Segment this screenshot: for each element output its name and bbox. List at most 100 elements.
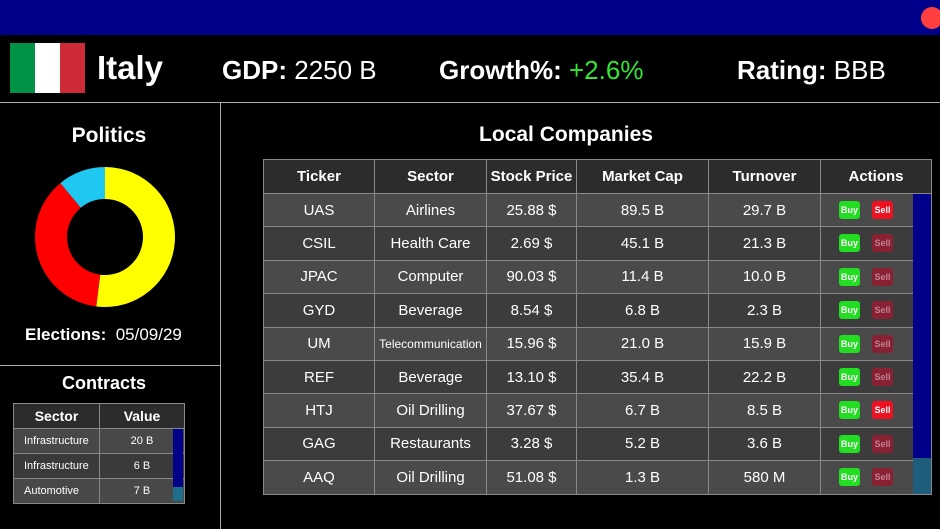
buy-button[interactable]: Buy <box>839 201 860 219</box>
table-cell: UAS <box>263 193 375 228</box>
growth-value: +2.6% <box>569 55 644 85</box>
table-cell: JPAC <box>263 259 375 295</box>
scrollbar-thumb[interactable] <box>913 458 931 494</box>
table-cell: 2.69 $ <box>486 226 577 261</box>
sell-button[interactable]: Sell <box>872 301 893 320</box>
table-cell: Computer <box>374 259 487 295</box>
sell-button[interactable]: Sell <box>872 234 893 253</box>
politics-title: Politics <box>71 124 147 147</box>
donut-slice <box>96 167 175 307</box>
table-cell: 45.1 B <box>576 226 709 261</box>
scrollbar[interactable] <box>913 194 931 494</box>
donut-slice <box>34 183 101 307</box>
table-cell: Telecommunication <box>374 326 487 361</box>
table-cell: 90.03 $ <box>486 259 577 295</box>
column-header: Sector <box>374 159 487 194</box>
sell-button[interactable]: Sell <box>872 267 893 286</box>
table-cell: 35.4 B <box>576 360 709 395</box>
column-header: Sector <box>13 403 100 429</box>
elections: Elections: 05/09/29 <box>25 325 182 345</box>
rating: Rating: BBB <box>737 55 886 86</box>
scrollbar[interactable] <box>173 429 183 501</box>
table-cell: 37.67 $ <box>486 393 577 428</box>
gdp: GDP: 2250 B <box>222 55 377 86</box>
table-cell: REF <box>263 360 375 395</box>
table-cell: 13.10 $ <box>486 360 577 395</box>
table-cell: Airlines <box>374 193 487 228</box>
column-header: Value <box>99 403 185 429</box>
table-cell: 6.7 B <box>576 393 709 428</box>
table-cell: Beverage <box>374 293 487 328</box>
sell-button[interactable]: Sell <box>872 368 893 386</box>
sell-button[interactable]: Sell <box>872 434 893 453</box>
table-cell: 8.5 B <box>708 393 821 428</box>
table-cell: 25.88 $ <box>486 193 577 228</box>
table-cell: 10.0 B <box>708 259 821 295</box>
table-cell: 22.2 B <box>708 360 821 395</box>
top-bar <box>0 0 940 35</box>
table-cell: Oil Drilling <box>374 460 487 495</box>
table-cell: 8.54 $ <box>486 293 577 328</box>
donut <box>34 167 175 307</box>
scrollbar-thumb[interactable] <box>173 487 183 501</box>
buy-button[interactable]: Buy <box>839 468 860 487</box>
table-cell: 2.3 B <box>708 293 821 328</box>
table-cell: AAQ <box>263 460 375 495</box>
divider <box>0 102 940 103</box>
country: Italy <box>97 49 164 86</box>
buy-button[interactable]: Buy <box>839 334 860 353</box>
column-header: Actions <box>820 159 932 194</box>
elections-date: 05/09/29 <box>115 325 182 344</box>
sell-button[interactable]: Sell <box>872 334 893 353</box>
table-cell: Restaurants <box>374 426 487 462</box>
column-header: Stock Price <box>486 159 577 194</box>
table-cell: 51.08 $ <box>486 460 577 495</box>
table-cell: Automotive <box>13 478 100 504</box>
divider <box>220 102 221 529</box>
sell-button[interactable]: Sell <box>872 468 893 487</box>
growth: Growth%: +2.6% <box>439 55 643 86</box>
table-cell: 21.3 B <box>708 226 821 261</box>
column-header: Market Cap <box>576 159 709 194</box>
table-cell: 1.3 B <box>576 460 709 495</box>
table-cell: 580 M <box>708 460 821 495</box>
divider <box>0 365 220 366</box>
column-header: Turnover <box>708 159 821 194</box>
buy-button[interactable]: Buy <box>839 368 860 386</box>
buy-button[interactable]: Buy <box>839 234 860 253</box>
gdp-label: GDP: <box>222 55 287 85</box>
table-cell: HTJ <box>263 393 375 428</box>
table-cell: Health Care <box>374 226 487 261</box>
table-cell: UM <box>263 326 375 361</box>
elections-label: Elections: <box>25 325 107 344</box>
buy-button[interactable]: Buy <box>839 301 860 320</box>
buy-button[interactable]: Buy <box>839 434 860 453</box>
companies-title: Local Companies <box>479 123 653 146</box>
contracts-title: Contracts <box>61 373 146 393</box>
table-cell: 7 B <box>99 478 185 504</box>
sell-button[interactable]: Sell <box>872 401 893 420</box>
sell-button[interactable]: Sell <box>872 201 893 219</box>
growth-label: Growth%: <box>439 55 562 85</box>
buy-button[interactable]: Buy <box>839 401 860 420</box>
gdp-value: 2250 B <box>294 55 377 85</box>
table-cell: 29.7 B <box>708 193 821 228</box>
table-cell: Oil Drilling <box>374 393 487 428</box>
table-cell: 3.6 B <box>708 426 821 462</box>
buy-button[interactable]: Buy <box>839 267 860 286</box>
table-cell: Infrastructure <box>13 453 100 479</box>
flag <box>10 43 85 93</box>
table-cell: 21.0 B <box>576 326 709 361</box>
rating-value: BBB <box>833 55 886 85</box>
rating-label: Rating: <box>737 55 827 85</box>
table-cell: 15.9 B <box>708 326 821 361</box>
table-cell: GAG <box>263 426 375 462</box>
table-cell: Beverage <box>374 360 487 395</box>
close-dot[interactable] <box>921 7 940 29</box>
donut-slice <box>60 167 105 208</box>
table-cell: 15.96 $ <box>486 326 577 361</box>
table-cell: CSIL <box>263 226 375 261</box>
table-cell: Infrastructure <box>13 428 100 454</box>
table-cell: 3.28 $ <box>486 426 577 462</box>
